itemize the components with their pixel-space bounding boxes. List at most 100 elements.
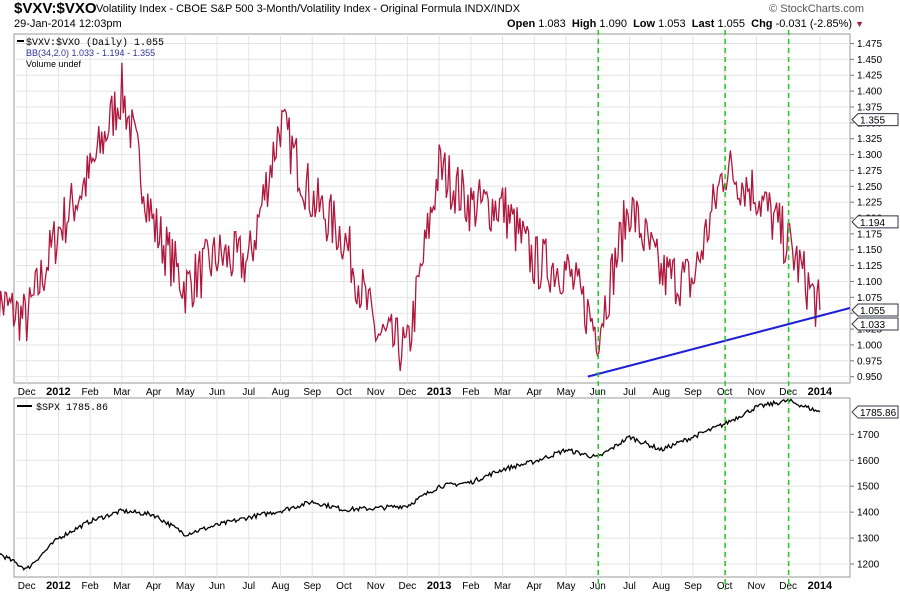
x-tick-label: Aug <box>272 387 290 398</box>
legend-entry: $SPX 1785.86 <box>36 402 108 414</box>
x-tick-label: Nov <box>367 387 385 398</box>
price-tag-box <box>851 113 899 127</box>
x-tick-label: Feb <box>82 581 100 592</box>
price-tag-box <box>851 215 899 229</box>
x-tick-label: Oct <box>717 581 733 592</box>
chart-header: $VXV:$VXO Volatility Index - CBOE S&P 50… <box>14 0 864 34</box>
down-triangle-icon: ▼ <box>855 19 864 29</box>
open-label: Open <box>507 18 536 30</box>
x-tick-label: Sep <box>303 387 321 398</box>
x-tick-label: Nov <box>367 581 385 592</box>
x-tick-label: 2013 <box>427 580 451 592</box>
price-tag: 1.033 <box>860 320 885 331</box>
x-tick-label: Feb <box>462 387 480 398</box>
y-tick-label: 1.075 <box>857 293 882 304</box>
y-tick-label: 1300 <box>857 534 880 545</box>
x-tick-label: Mar <box>113 387 131 398</box>
x-tick-label: May <box>557 387 576 398</box>
ratio-panel: 1.4751.4501.4251.4001.3751.3501.3251.300… <box>0 33 899 398</box>
y-tick-label: 1.300 <box>857 150 882 161</box>
x-tick-label: Jun <box>209 387 225 398</box>
y-tick-label: 1.150 <box>857 245 882 256</box>
y-tick-label: 1500 <box>857 482 880 493</box>
ohlc-summary: Open 1.083 High 1.090 Low 1.053 Last 1.0… <box>507 18 864 30</box>
x-tick-label: Apr <box>146 581 162 592</box>
y-tick-label: 1.375 <box>857 102 882 113</box>
price-tag: 1785.86 <box>860 408 897 419</box>
price-tag-box <box>851 405 899 419</box>
x-tick-label: Aug <box>272 581 290 592</box>
x-tick-label: Feb <box>462 581 480 592</box>
x-tick-label: Nov <box>748 387 766 398</box>
x-tick-label: 2012 <box>46 386 70 398</box>
open-value: 1.083 <box>538 18 566 30</box>
x-tick-label: Jul <box>242 387 255 398</box>
y-tick-label: 0.950 <box>857 372 882 383</box>
x-tick-label: May <box>176 581 195 592</box>
y-tick-label: 1.125 <box>857 261 882 272</box>
price-tag: 1.194 <box>860 218 885 229</box>
x-tick-label: Mar <box>494 581 512 592</box>
symbol-description: Volatility Index - CBOE S&P 500 3-Month/… <box>96 3 521 15</box>
spx-series-line <box>0 398 821 571</box>
chg-value: -0.031 (-2.85%) <box>775 18 853 30</box>
x-tick-label: Sep <box>684 387 702 398</box>
x-tick-label: Feb <box>82 387 100 398</box>
y-tick-label: 0.975 <box>857 356 882 367</box>
price-tag-box <box>851 303 899 317</box>
chart-date: 29-Jan-2014 12:03pm <box>14 18 122 30</box>
y-tick-label: 1600 <box>857 456 880 467</box>
x-tick-label: Mar <box>113 581 131 592</box>
x-tick-label: Dec <box>399 581 417 592</box>
watermark: © StockCharts.com <box>769 3 864 15</box>
y-tick-label: 1.400 <box>857 87 882 98</box>
x-tick-label: Apr <box>146 387 162 398</box>
x-tick-label: Oct <box>336 387 352 398</box>
y-tick-label: 1.250 <box>857 182 882 193</box>
legend-entry: Volume undef <box>26 59 82 69</box>
x-tick-label: Jul <box>623 387 636 398</box>
x-tick-label: Jun <box>209 581 225 592</box>
x-tick-label: Aug <box>652 581 670 592</box>
y-tick-label: 1.225 <box>857 198 882 209</box>
x-tick-label: 2013 <box>427 386 451 398</box>
x-tick-label: Jun <box>590 581 606 592</box>
x-tick-label: May <box>557 581 576 592</box>
trendline <box>587 307 851 378</box>
x-tick-label: Dec <box>18 387 36 398</box>
x-tick-label: Nov <box>748 581 766 592</box>
high-value: 1.090 <box>599 18 627 30</box>
x-tick-label: Sep <box>684 581 702 592</box>
last-label: Last <box>691 18 715 30</box>
x-tick-label: Apr <box>527 581 543 592</box>
y-tick-label: 1.475 <box>857 39 882 50</box>
low-label: Low <box>633 18 656 30</box>
x-tick-label: 2014 <box>808 580 833 592</box>
x-tick-label: Dec <box>18 581 36 592</box>
y-tick-label: 1.275 <box>857 166 882 177</box>
y-tick-label: 1.450 <box>857 55 882 66</box>
price-tag: 1.055 <box>860 306 885 317</box>
x-tick-label: Sep <box>303 581 321 592</box>
x-tick-label: Dec <box>399 387 417 398</box>
x-tick-label: Oct <box>336 581 352 592</box>
legend-entry: $VXV:$VXO (Daily) 1.055 <box>26 37 164 49</box>
y-tick-label: 1.000 <box>857 340 882 351</box>
y-tick-label: 1.175 <box>857 229 882 240</box>
x-tick-label: Jul <box>242 581 255 592</box>
last-value: 1.055 <box>717 18 745 30</box>
x-tick-label: Mar <box>494 387 512 398</box>
y-tick-label: 1400 <box>857 508 880 519</box>
spx-panel: 1700 1600 1500 1400 1300 1200 Dec 2012 Feb Mar Apr… <box>0 397 899 592</box>
ratio-series-line <box>0 62 821 372</box>
low-value: 1.053 <box>658 18 686 30</box>
price-tag: 1.355 <box>860 116 885 127</box>
x-tick-label: Aug <box>652 387 670 398</box>
x-tick-label: Jul <box>623 581 636 592</box>
x-tick-label: 2012 <box>46 580 70 592</box>
y-tick-label: 1700 <box>857 430 880 441</box>
x-tick-label: Apr <box>527 387 543 398</box>
high-label: High <box>571 18 597 30</box>
y-tick-label: 1.425 <box>857 71 882 82</box>
x-tick-label: May <box>176 387 195 398</box>
